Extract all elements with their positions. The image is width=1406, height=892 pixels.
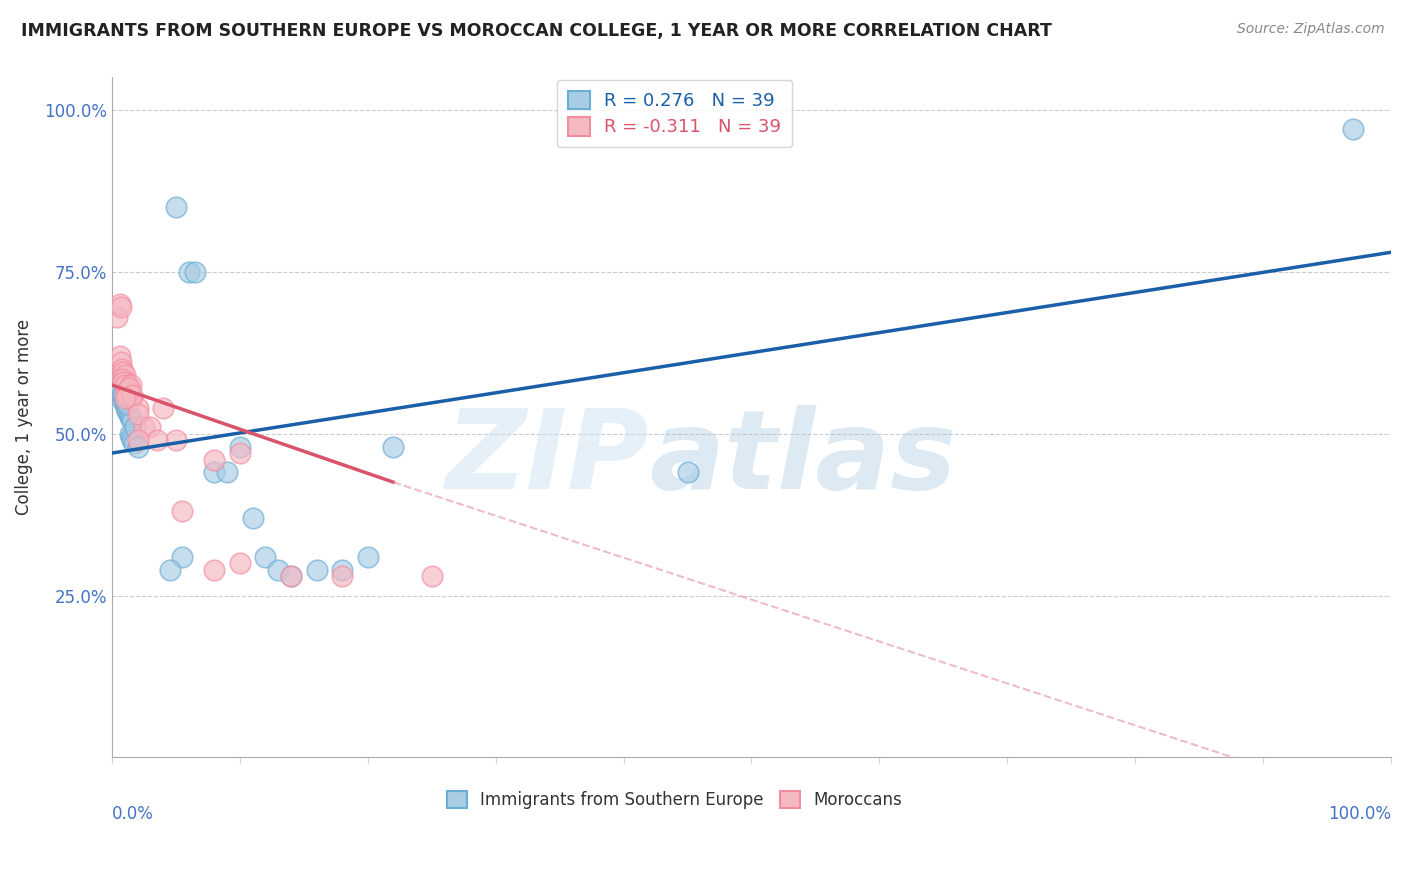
Point (114, 397, 136, 411)
Text: 100.0%: 100.0% (1329, 805, 1391, 823)
Point (172, 549, 194, 564)
Point (127, 401, 149, 415)
Text: 0.0%: 0.0% (112, 805, 153, 823)
Point (330, 569, 353, 583)
Point (115, 394, 138, 409)
Point (184, 265, 207, 279)
Point (110, 381, 132, 395)
Point (112, 375, 135, 389)
Point (117, 404, 139, 418)
Point (117, 388, 139, 402)
Point (110, 301, 132, 315)
Point (676, 466, 699, 480)
Point (280, 569, 302, 583)
Point (117, 381, 139, 395)
Point (118, 384, 141, 399)
Point (165, 433, 187, 447)
Point (152, 401, 174, 415)
Point (115, 384, 138, 399)
Point (111, 388, 134, 402)
Point (110, 355, 132, 369)
Point (121, 433, 143, 447)
Point (127, 407, 149, 421)
Point (202, 563, 225, 577)
Point (124, 420, 146, 434)
Point (108, 297, 131, 311)
Point (118, 410, 141, 425)
Point (117, 378, 139, 392)
Y-axis label: College, 1 year or more: College, 1 year or more (15, 319, 32, 516)
Point (280, 569, 302, 583)
Point (115, 375, 138, 389)
Point (145, 433, 167, 447)
Point (420, 569, 443, 583)
Point (121, 388, 143, 402)
Point (120, 430, 142, 444)
Point (127, 433, 149, 447)
Point (139, 420, 162, 434)
Point (108, 349, 131, 363)
Point (229, 556, 252, 570)
Point (202, 452, 225, 467)
Point (172, 504, 194, 518)
Point (111, 371, 134, 385)
Point (267, 563, 290, 577)
Point (112, 388, 135, 402)
Point (114, 391, 136, 405)
Point (112, 365, 135, 379)
Point (217, 466, 239, 480)
Legend: Immigrants from Southern Europe, Moroccans: Immigrants from Southern Europe, Morocca… (439, 782, 911, 817)
Point (229, 446, 252, 460)
Point (114, 391, 136, 405)
Text: atlas: atlas (650, 405, 956, 512)
Point (121, 414, 143, 428)
Point (107, 368, 129, 383)
Point (115, 401, 138, 415)
Point (118, 426, 141, 441)
Point (357, 549, 380, 564)
Point (330, 563, 353, 577)
Point (132, 420, 155, 434)
Point (120, 378, 142, 392)
Point (117, 407, 139, 421)
Point (112, 394, 135, 409)
Point (242, 510, 264, 524)
Point (105, 310, 128, 324)
Point (114, 368, 136, 383)
Point (229, 440, 252, 454)
Point (117, 381, 139, 395)
Point (165, 200, 187, 214)
Point (114, 378, 136, 392)
Point (117, 397, 139, 411)
Point (202, 466, 225, 480)
Point (121, 391, 143, 405)
Point (177, 265, 200, 279)
Point (254, 549, 277, 564)
Point (120, 388, 142, 402)
Text: IMMIGRANTS FROM SOUTHERN EUROPE VS MOROCCAN COLLEGE, 1 YEAR OR MORE CORRELATION : IMMIGRANTS FROM SOUTHERN EUROPE VS MOROC… (21, 22, 1052, 40)
Point (159, 563, 181, 577)
Text: ZIP: ZIP (446, 405, 650, 512)
Point (127, 440, 149, 454)
Text: Source: ZipAtlas.com: Source: ZipAtlas.com (1237, 22, 1385, 37)
Point (305, 563, 328, 577)
Point (120, 410, 142, 425)
Point (1341, 122, 1364, 136)
Point (382, 440, 405, 454)
Point (111, 362, 134, 376)
Point (122, 436, 145, 450)
